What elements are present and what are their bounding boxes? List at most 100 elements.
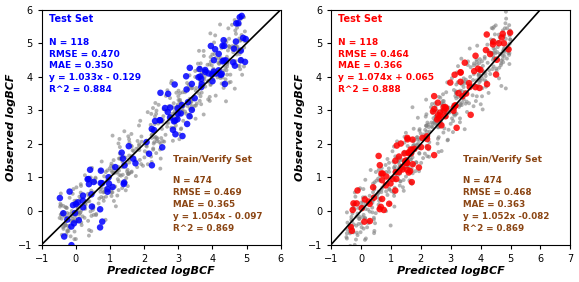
Point (151, 101, 160, 105)
Point (94, 196, 104, 201)
Point (468, 93, 477, 98)
Point (204, 71, 213, 76)
Point (498, 57, 507, 61)
Point (229, 47, 239, 51)
Point (124, 160, 134, 165)
Point (96, 168, 105, 173)
Point (410, 147, 419, 151)
Point (449, 119, 458, 123)
Point (424, 147, 434, 151)
Point (208, 52, 217, 57)
Point (183, 104, 192, 108)
Point (131, 158, 140, 163)
Point (196, 94, 205, 98)
Point (380, 182, 390, 187)
Point (494, 65, 504, 70)
Point (168, 138, 178, 143)
Point (192, 101, 201, 106)
Point (439, 108, 449, 113)
Point (457, 89, 467, 93)
Point (114, 156, 123, 161)
Point (505, 33, 514, 38)
Point (430, 153, 439, 157)
Point (185, 114, 194, 118)
Point (127, 144, 137, 149)
Point (127, 170, 136, 175)
Point (401, 159, 410, 164)
Point (231, 59, 240, 63)
Point (237, 48, 246, 53)
Point (89, 206, 98, 210)
Point (182, 81, 192, 85)
Point (435, 121, 445, 125)
Point (397, 167, 406, 172)
Point (134, 123, 144, 128)
Point (377, 188, 386, 192)
Point (229, 47, 239, 51)
Point (192, 86, 201, 90)
Point (450, 103, 460, 108)
Point (429, 116, 438, 120)
Point (469, 104, 478, 109)
Point (504, 47, 513, 52)
Point (70, 229, 79, 234)
Point (395, 162, 404, 167)
Point (200, 68, 210, 72)
Point (424, 122, 433, 127)
Point (404, 164, 413, 169)
Point (159, 118, 168, 122)
Point (408, 137, 417, 142)
Point (131, 147, 141, 151)
Point (113, 164, 123, 169)
Point (472, 58, 481, 62)
Point (383, 180, 393, 185)
Point (460, 60, 470, 65)
Point (499, 47, 508, 51)
Point (146, 112, 156, 116)
Point (369, 231, 379, 235)
Point (201, 69, 211, 74)
Point (74, 200, 83, 205)
Point (171, 123, 181, 128)
Point (149, 140, 159, 144)
Point (135, 148, 144, 152)
Point (74, 218, 83, 222)
Point (474, 67, 483, 71)
Point (448, 130, 457, 134)
Point (184, 100, 193, 104)
Point (459, 92, 468, 96)
Point (377, 190, 386, 194)
Point (433, 117, 442, 122)
Point (56, 191, 65, 196)
Point (392, 143, 401, 148)
Point (155, 118, 164, 122)
Point (358, 204, 368, 208)
Point (137, 162, 146, 166)
Point (118, 186, 127, 190)
Point (503, 45, 512, 50)
Point (357, 206, 367, 210)
Point (186, 100, 195, 104)
Point (354, 187, 364, 191)
Point (404, 170, 413, 175)
Point (231, 32, 240, 36)
Point (181, 109, 190, 114)
Point (200, 74, 210, 79)
Point (91, 213, 101, 217)
Point (451, 91, 460, 95)
Point (360, 219, 369, 224)
Point (489, 54, 498, 58)
Point (103, 190, 112, 194)
Point (188, 107, 197, 112)
Point (361, 202, 371, 206)
Point (365, 202, 374, 206)
Point (353, 188, 362, 193)
Point (174, 94, 183, 98)
Point (190, 104, 199, 108)
Point (157, 127, 167, 131)
Point (201, 84, 210, 89)
Point (381, 163, 390, 167)
Point (402, 161, 412, 165)
Point (408, 148, 417, 152)
Point (199, 80, 208, 85)
